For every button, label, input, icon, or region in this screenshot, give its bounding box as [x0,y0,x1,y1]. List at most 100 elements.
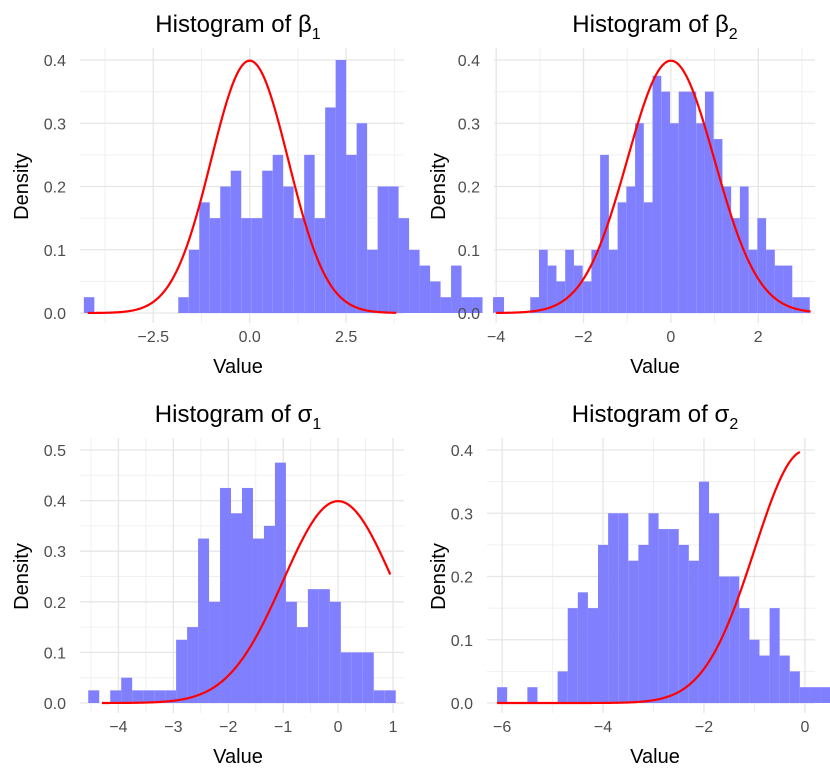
histogram-bar [220,487,232,703]
histogram-bar [769,608,780,703]
y-tick-label: 0.1 [44,243,66,260]
x-tick-label: −1 [274,719,292,736]
histogram-bar [293,218,305,313]
y-tick-label: 0.2 [458,180,480,197]
histogram-bar [748,249,758,313]
histogram-bar [419,265,431,313]
histogram-bars [497,481,830,703]
histogram-bar [792,297,802,313]
histogram-bar [530,297,539,313]
histogram-bar [783,265,793,313]
histogram-bar [231,513,242,703]
histogram-bar [209,601,221,703]
histogram-bar [719,576,730,703]
histogram-bar [188,249,200,313]
histogram-bar [335,60,347,313]
histogram-bar [696,123,705,313]
y-tick-label: 0.3 [451,506,473,523]
histogram-bar [121,677,133,703]
histogram-bar [154,690,166,703]
histogram-bar [731,218,740,313]
histogram-bar [766,249,775,313]
histogram-bar [409,249,420,313]
normal-density-curve [101,500,392,705]
x-tick-label: 0 [666,329,675,346]
histogram-bar [670,123,679,313]
chart-title-text: Histogram of σ [572,401,730,428]
y-tick-label: 0.1 [451,633,473,650]
histogram-bar [241,218,252,313]
y-tick-label: 0.1 [44,645,66,662]
x-tick-label: 0 [334,719,343,736]
histogram-bar [384,690,396,703]
histogram-bar [547,265,557,313]
histogram-bar [230,170,242,313]
histogram-bar [325,107,336,313]
histogram-bar [713,139,723,313]
histogram-bar [430,281,441,313]
histogram-bar [757,218,767,313]
histogram-bar [591,249,601,313]
y-tick-label: 0.3 [44,116,66,133]
histogram-bar [283,186,294,313]
histogram-bar [318,589,330,703]
chart-title-subscript: 1 [312,26,321,43]
histogram-bar [598,544,609,703]
histogram-bar [296,627,308,703]
histogram-bar [779,655,790,703]
x-axis-label: Value [213,356,263,378]
histogram-bar [573,265,583,313]
histogram-bar [199,202,210,313]
histogram-bar [272,154,284,313]
x-tick-label: 2 [754,329,763,346]
histogram-bar [220,186,231,313]
panel-4: 0.0 0.1 0.2 0.3 0.4 −6 −4 −2 0 Histogram of σ2 Val… [428,401,830,768]
histogram-bar [618,513,629,703]
histogram-bars [88,462,396,703]
y-tick-label: 0.3 [458,116,480,133]
histogram-bar [638,544,649,703]
histogram-bar [178,297,189,313]
normal-density-curve [497,450,801,705]
y-tick-label: 0.4 [451,443,473,460]
histogram-bar [678,544,689,703]
x-tick-label: 0 [800,719,809,736]
histogram-bar [587,608,599,703]
x-tick-label: 0.0 [239,329,261,346]
histogram-bar [307,589,319,703]
histogram-bar [687,91,697,313]
histogram-bar [252,538,264,703]
chart-title-text: Histogram of β [572,11,729,38]
histogram-bar [187,627,199,703]
grid [80,48,404,323]
y-tick-label: 0.1 [458,243,480,260]
histogram-bar [704,91,714,313]
x-axis-label: Value [630,356,680,378]
x-tick-label: −3 [164,719,182,736]
chart-title-text: Histogram of σ [155,401,313,428]
y-tick-label: 0.2 [44,595,66,612]
histogram-bar [635,123,644,313]
panel-1: 0.0 0.1 0.2 0.3 0.4 −2.5 0.0 2.5 Histogram of β1… [11,11,504,378]
histogram-bar [388,186,399,313]
histogram-bar [658,529,669,703]
chart-title-subscript: 2 [729,416,738,433]
histogram-bar [242,487,253,703]
histogram-bar [661,91,671,313]
histogram-bar [643,202,653,313]
chart-title: Histogram of β1 [155,11,321,43]
histogram-bar [688,560,699,703]
histogram-bars [83,60,504,313]
histogram-bar [820,687,830,703]
y-tick-label: 0.0 [458,306,480,323]
y-tick-label: 0.0 [44,306,66,323]
histogram-bar [582,281,592,313]
histogram-bar [285,601,297,703]
histogram-bar [373,690,385,703]
histogram-bar [83,297,95,313]
histogram-bar [495,297,505,313]
y-tick-label: 0.5 [44,443,66,460]
histogram-bar [722,186,732,313]
histogram-bar [527,687,538,703]
